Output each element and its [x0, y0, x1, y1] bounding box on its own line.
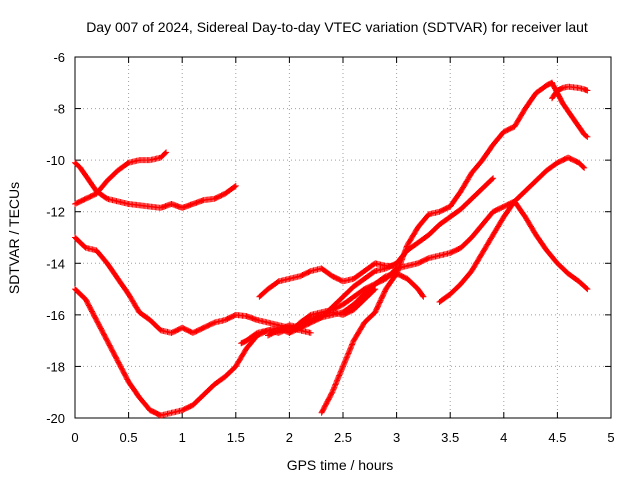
y-tick-label: -16 [46, 308, 65, 323]
x-tick-label: 2 [286, 430, 293, 445]
axis-ticks [74, 56, 612, 419]
y-tick-label: -14 [46, 256, 65, 271]
x-tick-label: 0 [71, 430, 78, 445]
x-tick-label: 1.5 [227, 430, 245, 445]
x-tick-label: 2.5 [334, 430, 352, 445]
y-tick-label: -18 [46, 359, 65, 374]
x-tick-label: 3 [393, 430, 400, 445]
series-marks-track-l [549, 79, 591, 140]
x-tick-labels: 0 0.5 1 1.5 2 2.5 3 3.5 4 4.5 5 [71, 430, 614, 445]
y-tick-label: -12 [46, 205, 65, 220]
series-marks-track-f [256, 260, 400, 300]
y-tick-label: -6 [53, 50, 65, 65]
x-tick-label: 3.5 [441, 430, 459, 445]
y-tick-labels: -20 -18 -16 -14 -12 -10 -8 -6 [46, 50, 65, 426]
x-tick-label: 0.5 [120, 430, 138, 445]
chart-title: Day 007 of 2024, Sidereal Day-to-day VTE… [86, 19, 588, 35]
series-marks-track-b [72, 159, 239, 211]
x-tick-label: 4.5 [548, 430, 566, 445]
y-tick-label: -8 [53, 102, 65, 117]
series-marks-track-i [318, 79, 555, 416]
series-track-l [549, 79, 591, 140]
series-marks-track-c [72, 234, 314, 336]
series-track-b [72, 159, 239, 211]
y-axis-label: SDTVAR / TECUs [6, 182, 22, 294]
x-tick-label: 1 [179, 430, 186, 445]
series-track-f [256, 260, 400, 300]
series-layer [72, 79, 591, 419]
series-track-j [436, 198, 591, 305]
x-tick-label: 4 [500, 430, 507, 445]
series-track-i [318, 79, 555, 416]
series-track-e [238, 154, 588, 347]
series-marks-track-e [238, 154, 588, 347]
y-tick-label: -10 [46, 153, 65, 168]
series-track-c [72, 234, 314, 336]
series-marks-track-j [436, 198, 591, 305]
x-tick-label: 5 [607, 430, 614, 445]
x-axis-label: GPS time / hours [287, 457, 394, 473]
y-tick-label: -20 [46, 411, 65, 426]
